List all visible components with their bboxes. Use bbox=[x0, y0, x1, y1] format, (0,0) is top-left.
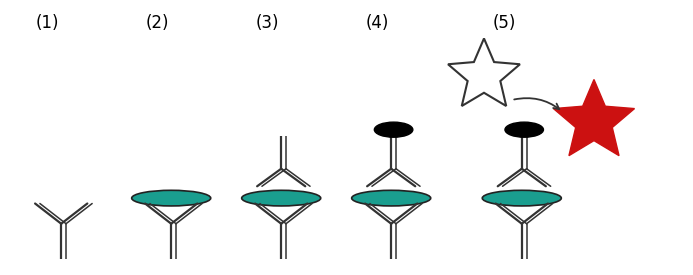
Ellipse shape bbox=[482, 190, 561, 206]
Text: (4): (4) bbox=[366, 13, 389, 32]
Text: (2): (2) bbox=[146, 13, 169, 32]
Text: (3): (3) bbox=[256, 13, 279, 32]
Circle shape bbox=[505, 122, 543, 137]
Circle shape bbox=[374, 122, 413, 137]
Text: (5): (5) bbox=[493, 13, 516, 32]
Ellipse shape bbox=[351, 190, 431, 206]
Ellipse shape bbox=[132, 190, 211, 206]
Polygon shape bbox=[554, 79, 635, 156]
Ellipse shape bbox=[242, 190, 321, 206]
Polygon shape bbox=[448, 39, 520, 106]
Text: (1): (1) bbox=[36, 13, 59, 32]
